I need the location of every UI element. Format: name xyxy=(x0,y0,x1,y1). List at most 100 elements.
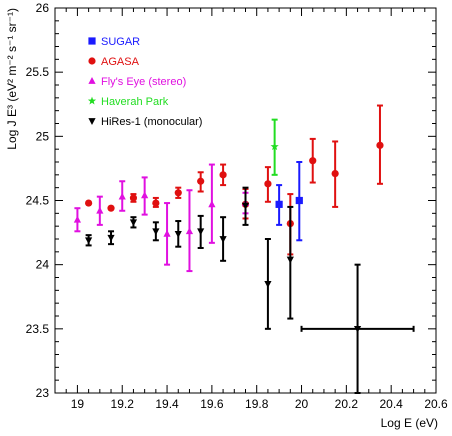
x-tick-label: 19.6 xyxy=(200,397,224,411)
data-point xyxy=(264,238,272,330)
series-haverah-park xyxy=(270,118,279,176)
triangle-down-marker xyxy=(129,219,138,227)
data-point xyxy=(107,204,115,212)
legend-item: Haverah Park xyxy=(87,96,169,108)
data-point xyxy=(300,263,415,394)
data-point xyxy=(219,216,227,262)
triangle-down-marker xyxy=(264,281,272,288)
triangle-up-marker xyxy=(118,192,126,200)
y-tick-label: 25.5 xyxy=(26,65,50,79)
circle-marker xyxy=(219,171,227,179)
x-tick-label: 19.4 xyxy=(155,397,179,411)
y-tick-label: 26 xyxy=(36,1,50,15)
triangle-up-marker xyxy=(88,77,96,84)
triangle-down-marker xyxy=(174,230,182,238)
legend-label: Haverah Park xyxy=(101,96,169,108)
data-point xyxy=(264,166,272,203)
triangle-down-marker xyxy=(107,234,115,242)
data-point xyxy=(85,234,93,247)
triangle-down-marker xyxy=(219,236,227,243)
legend: SUGAR AGASA Fly's Eye (stereo) Haverah Park… xyxy=(87,36,202,128)
y-tick-label: 24.5 xyxy=(26,194,50,208)
data-point xyxy=(163,202,171,266)
x-tick-label: 20.4 xyxy=(379,397,403,411)
y-tick-label: 24 xyxy=(36,258,50,272)
y-tick-label: 23.5 xyxy=(26,322,50,336)
square-marker xyxy=(295,196,303,205)
triangle-up-marker xyxy=(163,229,171,237)
data-point xyxy=(295,161,303,242)
triangle-down-marker xyxy=(241,202,250,210)
data-point xyxy=(331,140,339,208)
data-point xyxy=(107,230,115,246)
triangle-down-marker xyxy=(197,228,205,236)
legend-item: AGASA xyxy=(88,56,140,68)
data-point xyxy=(85,199,93,207)
circle-marker xyxy=(309,157,317,165)
legend-item: Fly's Eye (stereo) xyxy=(88,76,186,88)
series-agasa xyxy=(85,104,384,256)
y-axis-label: Log J E³ (eV² m⁻² s⁻¹ sr⁻¹) xyxy=(5,8,19,150)
data-point xyxy=(376,104,384,185)
circle-marker xyxy=(331,169,339,178)
legend-item: HiRes-1 (monocular) xyxy=(88,116,202,128)
data-point xyxy=(174,186,182,199)
circle-marker xyxy=(152,199,160,207)
x-tick-label: 19.2 xyxy=(111,397,135,411)
data-point xyxy=(197,214,205,249)
circle-marker xyxy=(197,177,205,185)
star-marker xyxy=(87,96,97,105)
data-point xyxy=(129,216,138,229)
triangle-up-marker xyxy=(96,206,104,214)
series-sugar xyxy=(275,161,303,242)
square-marker xyxy=(88,37,96,45)
data-point xyxy=(275,184,283,226)
data-point xyxy=(152,221,160,242)
y-tick-label: 25 xyxy=(36,129,50,143)
x-tick-label: 19.8 xyxy=(245,397,269,411)
square-marker xyxy=(275,200,283,208)
circle-marker xyxy=(88,57,96,65)
triangle-up-marker xyxy=(208,200,216,208)
data-point xyxy=(141,176,149,216)
circle-marker xyxy=(264,180,272,188)
series-hires-1-monocular xyxy=(85,186,415,394)
star-marker xyxy=(270,142,279,151)
legend-label: AGASA xyxy=(101,56,140,68)
y-tick-label: 23 xyxy=(36,386,50,400)
data-point xyxy=(129,193,138,203)
data-point xyxy=(309,137,317,184)
data-point xyxy=(73,207,82,233)
data-points xyxy=(73,104,415,394)
triangle-up-marker xyxy=(141,191,149,199)
data-point xyxy=(96,195,104,226)
triangle-down-marker xyxy=(85,237,93,245)
legend-label: SUGAR xyxy=(101,36,140,48)
legend-label: Fly's Eye (stereo) xyxy=(101,76,186,88)
circle-marker xyxy=(107,204,115,212)
data-point xyxy=(286,205,294,320)
x-tick-label: 19 xyxy=(71,397,85,411)
circle-marker xyxy=(376,141,384,149)
x-axis-label: Log E (eV) xyxy=(381,416,438,430)
data-point xyxy=(241,186,250,226)
x-tick-label: 20.6 xyxy=(424,397,448,411)
data-point xyxy=(152,196,160,208)
data-point xyxy=(174,220,182,248)
triangle-down-marker xyxy=(353,325,362,333)
legend-label: HiRes-1 (monocular) xyxy=(101,116,202,128)
triangle-up-marker xyxy=(73,215,82,223)
triangle-down-marker xyxy=(88,118,96,125)
circle-marker xyxy=(174,189,182,197)
x-tick-label: 20 xyxy=(295,397,309,411)
data-point xyxy=(208,163,216,244)
circle-marker xyxy=(129,194,138,202)
data-point xyxy=(270,118,279,176)
x-tick-label: 20.2 xyxy=(335,397,359,411)
data-point xyxy=(197,171,205,193)
circle-marker xyxy=(85,199,93,207)
triangle-down-marker xyxy=(286,256,294,264)
data-point xyxy=(185,189,194,273)
data-point xyxy=(118,180,126,212)
